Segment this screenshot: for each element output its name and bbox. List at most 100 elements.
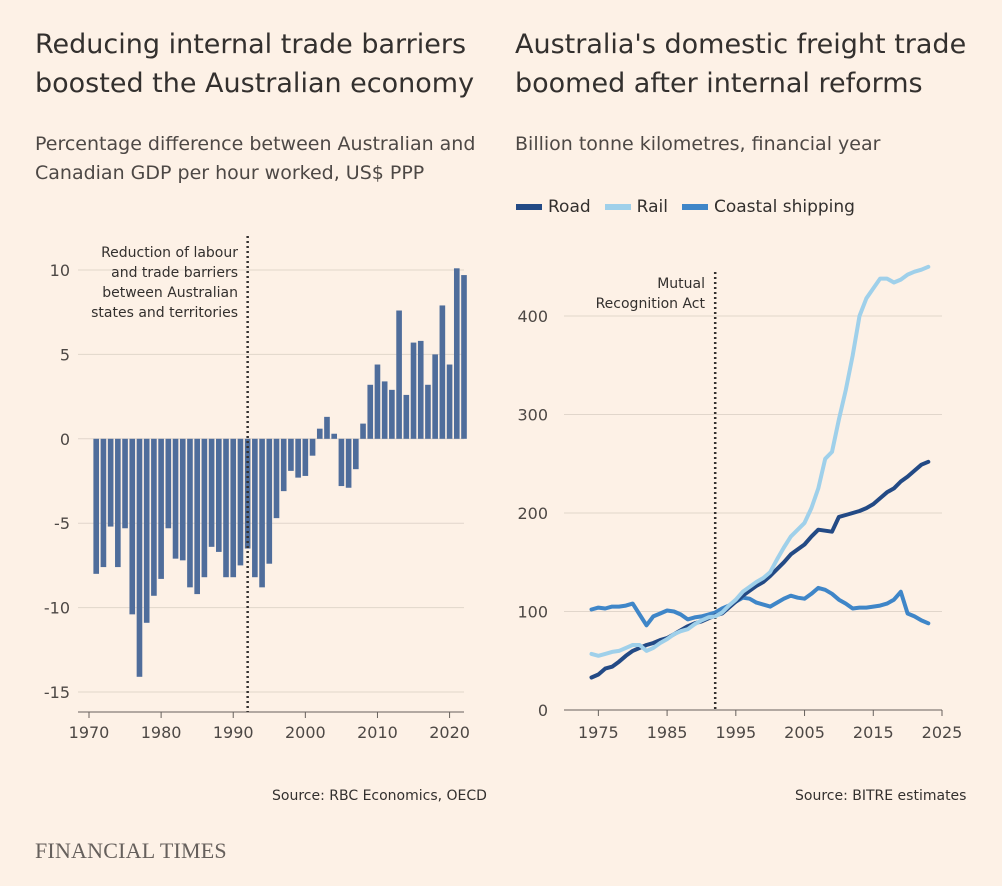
legend-swatch-rail <box>604 204 631 210</box>
bar <box>331 433 338 439</box>
bar <box>122 438 128 529</box>
legend-swatch-road <box>516 204 542 210</box>
line-series-road <box>589 459 931 680</box>
bar <box>403 394 410 439</box>
bar-annotation-text: Reduction of labour <box>101 245 238 261</box>
line-y-tick-label: 0 <box>538 701 548 720</box>
bar <box>215 438 222 552</box>
right-chart-title: Australia's domestic freight trade boome… <box>515 25 966 103</box>
legend-label-road: Road <box>548 197 591 217</box>
bar <box>201 438 208 578</box>
left-source: Source: RBC Economics, OECD <box>272 788 487 804</box>
line-gridlines <box>564 315 942 612</box>
line-annotation-text: Recognition Act <box>596 296 706 312</box>
bar <box>252 438 258 578</box>
right-title-line1: Australia's domestic freight trade <box>515 29 967 60</box>
bar <box>338 438 345 487</box>
bar-y-tick-label: 5 <box>60 345 70 364</box>
bar <box>187 438 193 588</box>
line-y-tick-label: 200 <box>517 504 548 523</box>
bar-x-tick-label: 1990 <box>213 723 254 742</box>
right-source: Source: BITRE estimates <box>795 788 967 804</box>
line-y-tick-label: 400 <box>517 307 548 326</box>
line-x-tick-label: 1975 <box>578 723 619 742</box>
bar <box>410 342 417 439</box>
bar <box>266 438 273 564</box>
bar <box>353 438 359 470</box>
bar <box>143 438 150 623</box>
bar-annotation-text: between Australian <box>102 285 238 301</box>
left-subtitle-line2: Canadian GDP per hour worked, US$ PPP <box>35 162 425 184</box>
bar <box>345 438 352 488</box>
line-annotation-text: Mutual <box>657 276 705 292</box>
bar <box>316 428 323 439</box>
bar <box>244 438 251 549</box>
legend-item-coastal: Coastal shipping <box>681 197 855 217</box>
bar <box>295 438 301 478</box>
right-title-line2: boomed after internal reforms <box>515 68 923 99</box>
line-y-tick-label: 100 <box>517 603 548 622</box>
bar <box>360 423 366 439</box>
bar <box>374 364 381 439</box>
bar-annotation-text: states and territories <box>91 305 238 321</box>
bar <box>389 389 395 439</box>
line-series-coastal-shipping <box>589 585 931 628</box>
bar <box>165 438 172 529</box>
line-x-tick-label: 1995 <box>715 723 756 742</box>
bar-x-tick-label: 1980 <box>141 723 182 742</box>
bar <box>179 438 186 561</box>
bar <box>381 381 388 439</box>
bar-x-tick-label: 2010 <box>357 723 398 742</box>
bar-y-tick-label: 0 <box>60 430 70 449</box>
line-x-tick-label: 2025 <box>922 723 963 742</box>
bar <box>194 438 200 595</box>
legend-label-rail: Rail <box>636 197 668 217</box>
ft-brand-logo: FINANCIAL TIMES <box>35 838 227 863</box>
bar <box>439 305 446 439</box>
bar <box>432 354 438 439</box>
bar <box>396 310 402 439</box>
line-series-rail <box>589 264 931 658</box>
legend-label-coastal: Coastal shipping <box>713 197 855 217</box>
bar <box>280 438 287 492</box>
bar <box>259 438 265 588</box>
bar <box>93 438 100 574</box>
bar <box>324 416 330 439</box>
right-chart-subtitle: Billion tonne kilometres, financial year <box>515 133 881 155</box>
legend-item-rail: Rail <box>604 197 668 217</box>
bar <box>417 340 424 439</box>
bar <box>158 438 164 579</box>
bar <box>461 275 467 439</box>
bar-annotation-text: and trade barriers <box>111 265 238 281</box>
left-title-line1: Reducing internal trade barriers <box>35 29 467 60</box>
right-chart-legend: Road Rail Coastal shipping <box>516 197 855 217</box>
bar <box>230 438 237 578</box>
bar-y-tick-label: -15 <box>44 683 70 702</box>
bar <box>367 384 374 439</box>
bar <box>208 438 215 547</box>
left-subtitle-line1: Percentage difference between Australian… <box>35 133 476 155</box>
bar <box>425 384 431 439</box>
bar-y-tick-label: -5 <box>54 514 70 533</box>
bar-x-tick-label: 1970 <box>69 723 110 742</box>
bar <box>453 268 460 439</box>
left-title-line2: boosted the Australian economy <box>35 68 475 99</box>
bar <box>100 438 107 568</box>
bar <box>107 438 114 527</box>
bar-x-tick-label: 2000 <box>285 723 326 742</box>
bar <box>115 438 121 568</box>
bar <box>136 438 143 677</box>
line-x-tick-label: 1985 <box>647 723 688 742</box>
bar <box>446 364 453 439</box>
bar-y-tick-label: 10 <box>50 261 70 280</box>
legend-item-road: Road <box>516 197 591 217</box>
left-chart-title: Reducing internal trade barriers boosted… <box>35 25 474 103</box>
left-chart-subtitle: Percentage difference between Australian… <box>35 130 475 188</box>
bar <box>151 438 157 596</box>
bar <box>172 438 179 559</box>
line-x-tick-label: 2015 <box>853 723 894 742</box>
bar <box>309 438 316 456</box>
bar-y-tick-label: -10 <box>44 599 70 618</box>
bar-x-tick-label: 2020 <box>429 723 470 742</box>
